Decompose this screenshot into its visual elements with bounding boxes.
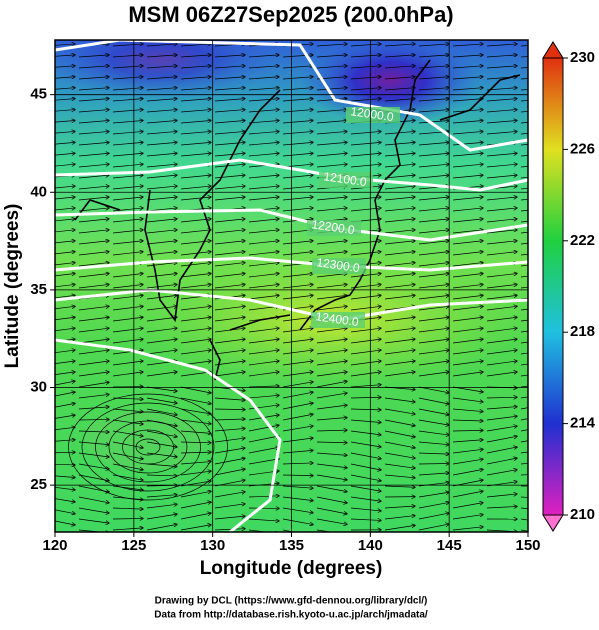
colorbar-tick-label: 230 (570, 49, 595, 66)
x-axis-label: Longitude (degrees) (200, 558, 383, 579)
colorbar-tick-label: 210 (570, 506, 595, 523)
x-tick-label: 125 (121, 537, 146, 554)
colorbar-tick-label: 226 (570, 140, 595, 157)
y-tick-label: 25 (30, 476, 47, 493)
colorbar-min-arrow (543, 515, 563, 531)
x-tick-label: 150 (515, 537, 540, 554)
y-axis-label: Latitude (degrees) (2, 204, 23, 369)
colorbar-max-arrow (543, 42, 563, 58)
footer-line: Data from http://database.rish.kyoto-u.a… (154, 610, 428, 621)
colorbar-tick-label: 222 (570, 232, 595, 249)
y-tick-label: 45 (30, 86, 47, 103)
colorbar (543, 58, 563, 515)
colorbar-tick-label: 214 (570, 415, 596, 432)
x-tick-label: 120 (42, 537, 67, 554)
chart-title: MSM 06Z27Sep2025 (200.0hPa) (128, 2, 453, 27)
y-tick-label: 30 (30, 378, 47, 395)
x-tick-label: 140 (358, 537, 383, 554)
x-tick-label: 135 (279, 537, 304, 554)
colorbar-tick-label: 218 (570, 323, 595, 340)
vortex-region (85, 410, 205, 470)
x-tick-label: 130 (200, 537, 225, 554)
y-tick-label: 35 (30, 281, 47, 298)
footer-line: Drawing by DCL (https://www.gfd-dennou.o… (155, 596, 428, 607)
y-tick-label: 40 (30, 183, 47, 200)
x-tick-label: 145 (437, 537, 462, 554)
